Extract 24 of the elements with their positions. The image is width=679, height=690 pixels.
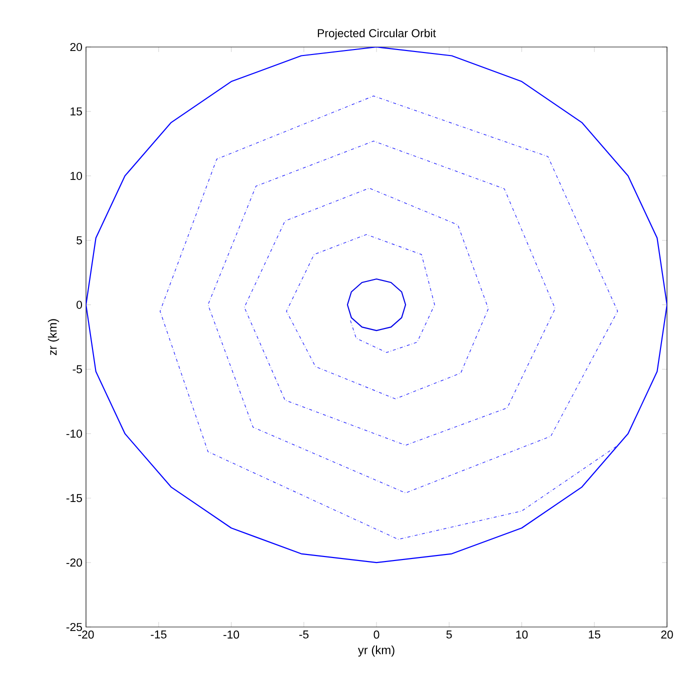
y-tick-label: 20: [70, 42, 82, 52]
y-tick-label: 0: [76, 300, 82, 309]
y-tick-label: 5: [76, 236, 82, 244]
y-axis-title: zr (km): [48, 319, 60, 356]
x-tick-label: 10: [516, 630, 528, 639]
y-tick-label: -5: [72, 365, 82, 374]
line-series: [346, 278, 406, 332]
y-tick-label: -20: [66, 558, 82, 567]
x-axis-title: yr (km): [358, 645, 394, 657]
x-tick-label: -10: [223, 630, 240, 639]
x-tick-label: 0: [374, 630, 380, 639]
chart-title: Projected Circular Orbit: [318, 28, 436, 40]
y-tick-label: 10: [70, 172, 82, 180]
x-tick-label: -5: [299, 630, 308, 639]
line-series: [160, 96, 618, 540]
y-tick-label: -15: [66, 494, 82, 502]
x-tick-label: 20: [661, 630, 673, 639]
x-tick-label: 15: [588, 630, 600, 639]
x-tick-label: -15: [150, 630, 166, 639]
y-tick-label: -10: [66, 430, 82, 438]
x-tick-label: 5: [446, 630, 452, 639]
line-series: [86, 46, 668, 564]
y-tick-label: 15: [70, 107, 82, 116]
y-tick-label: -25: [66, 622, 82, 632]
